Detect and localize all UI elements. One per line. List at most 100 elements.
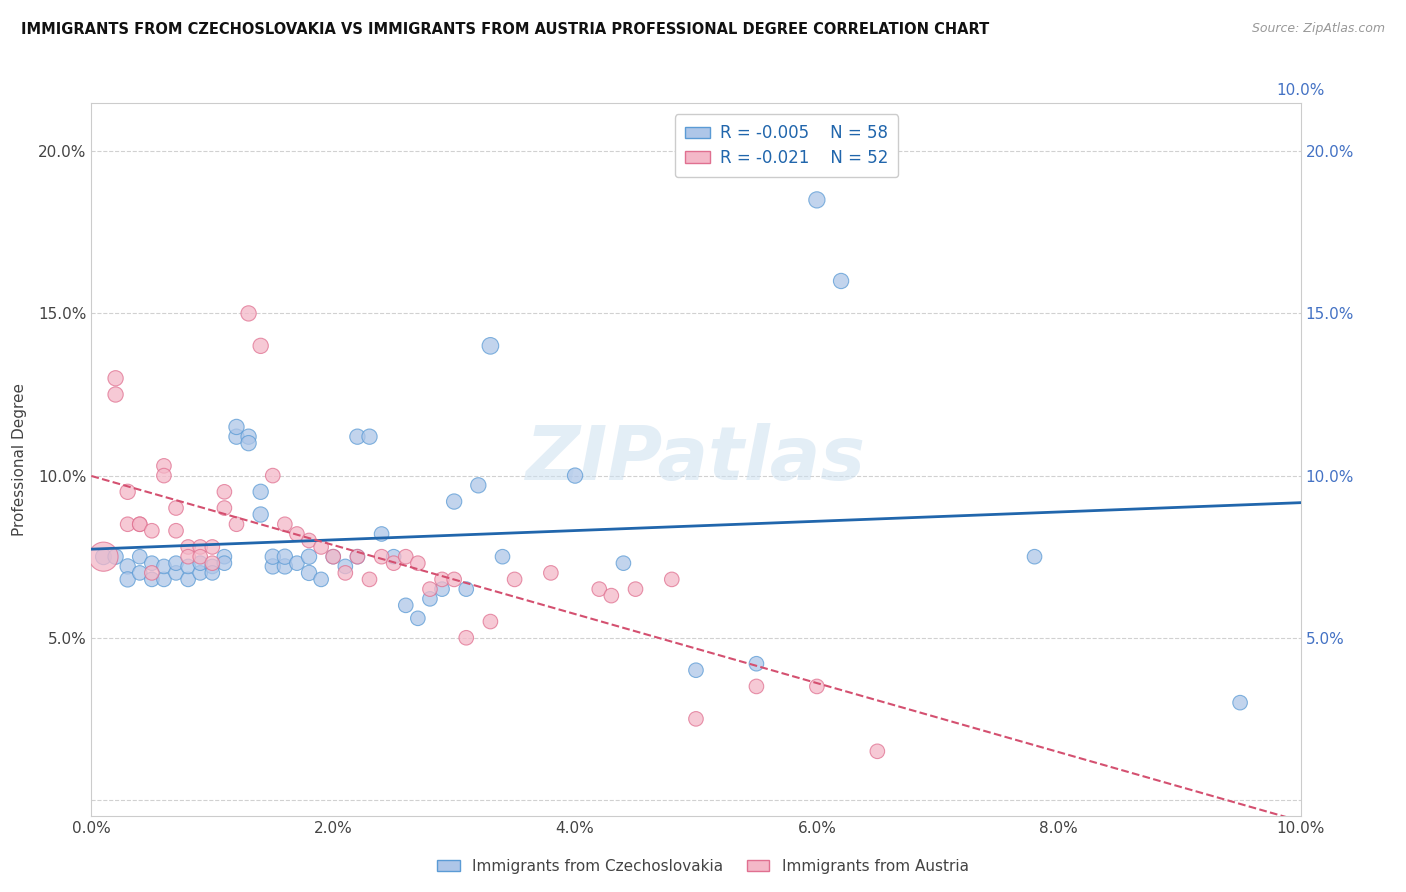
Point [588,582,610,596]
Point [177,559,200,574]
Point [298,566,321,580]
Point [359,430,381,444]
Point [443,573,465,587]
Point [406,611,429,625]
Point [612,556,634,570]
Point [249,508,271,522]
Point [479,615,502,629]
Point [564,468,586,483]
Point [249,339,271,353]
Point [214,556,236,570]
Point [335,559,357,574]
Point [456,631,478,645]
Point [382,549,405,564]
Point [141,524,163,538]
Point [104,371,127,385]
Point [141,573,163,587]
Point [1024,549,1046,564]
Point [141,566,163,580]
Point [188,549,211,564]
Point [430,582,453,596]
Point [117,517,139,532]
Point [262,559,284,574]
Point [225,430,247,444]
Point [238,306,260,320]
Point [225,517,247,532]
Point [685,712,707,726]
Point [153,559,176,574]
Point [274,517,297,532]
Text: IMMIGRANTS FROM CZECHOSLOVAKIA VS IMMIGRANTS FROM AUSTRIA PROFESSIONAL DEGREE CO: IMMIGRANTS FROM CZECHOSLOVAKIA VS IMMIGR… [21,22,990,37]
Point [214,549,236,564]
Point [467,478,489,492]
Point [479,339,502,353]
Point [128,517,150,532]
Point [141,556,163,570]
Point [285,527,308,541]
Point [745,680,768,694]
Point [346,549,368,564]
Point [104,549,127,564]
Point [165,556,187,570]
Point [165,524,187,538]
Text: ZIPatlas: ZIPatlas [526,423,866,496]
Point [866,744,889,758]
Point [322,549,344,564]
Point [262,549,284,564]
Point [262,468,284,483]
Point [128,566,150,580]
Point [153,468,176,483]
Point [443,494,465,508]
Point [177,540,200,554]
Point [177,573,200,587]
Point [188,566,211,580]
Point [370,549,392,564]
Point [661,573,683,587]
Point [214,501,236,516]
Point [188,556,211,570]
Point [806,680,828,694]
Point [238,430,260,444]
Point [177,549,200,564]
Point [117,559,139,574]
Point [165,566,187,580]
Point [309,540,332,554]
Point [225,420,247,434]
Point [540,566,562,580]
Point [128,517,150,532]
Point [128,549,150,564]
Point [395,599,418,613]
Point [430,573,453,587]
Legend: R = -0.005    N = 58, R = -0.021    N = 52: R = -0.005 N = 58, R = -0.021 N = 52 [675,114,898,178]
Point [456,582,478,596]
Point [335,566,357,580]
Point [153,573,176,587]
Point [274,549,297,564]
Point [370,527,392,541]
Point [491,549,513,564]
Point [298,533,321,548]
Point [806,193,828,207]
Point [419,582,441,596]
Point [249,484,271,499]
Point [346,430,368,444]
Point [93,549,115,564]
Point [188,540,211,554]
Text: Source: ZipAtlas.com: Source: ZipAtlas.com [1251,22,1385,36]
Point [382,556,405,570]
Point [685,663,707,677]
Point [346,549,368,564]
Point [165,501,187,516]
Point [201,540,224,554]
Y-axis label: Professional Degree: Professional Degree [13,383,27,536]
Point [503,573,526,587]
Point [117,484,139,499]
Point [117,573,139,587]
Point [624,582,647,596]
Point [600,589,623,603]
Legend: Immigrants from Czechoslovakia, Immigrants from Austria: Immigrants from Czechoslovakia, Immigran… [432,853,974,880]
Point [406,556,429,570]
Point [298,549,321,564]
Point [395,549,418,564]
Point [93,549,115,564]
